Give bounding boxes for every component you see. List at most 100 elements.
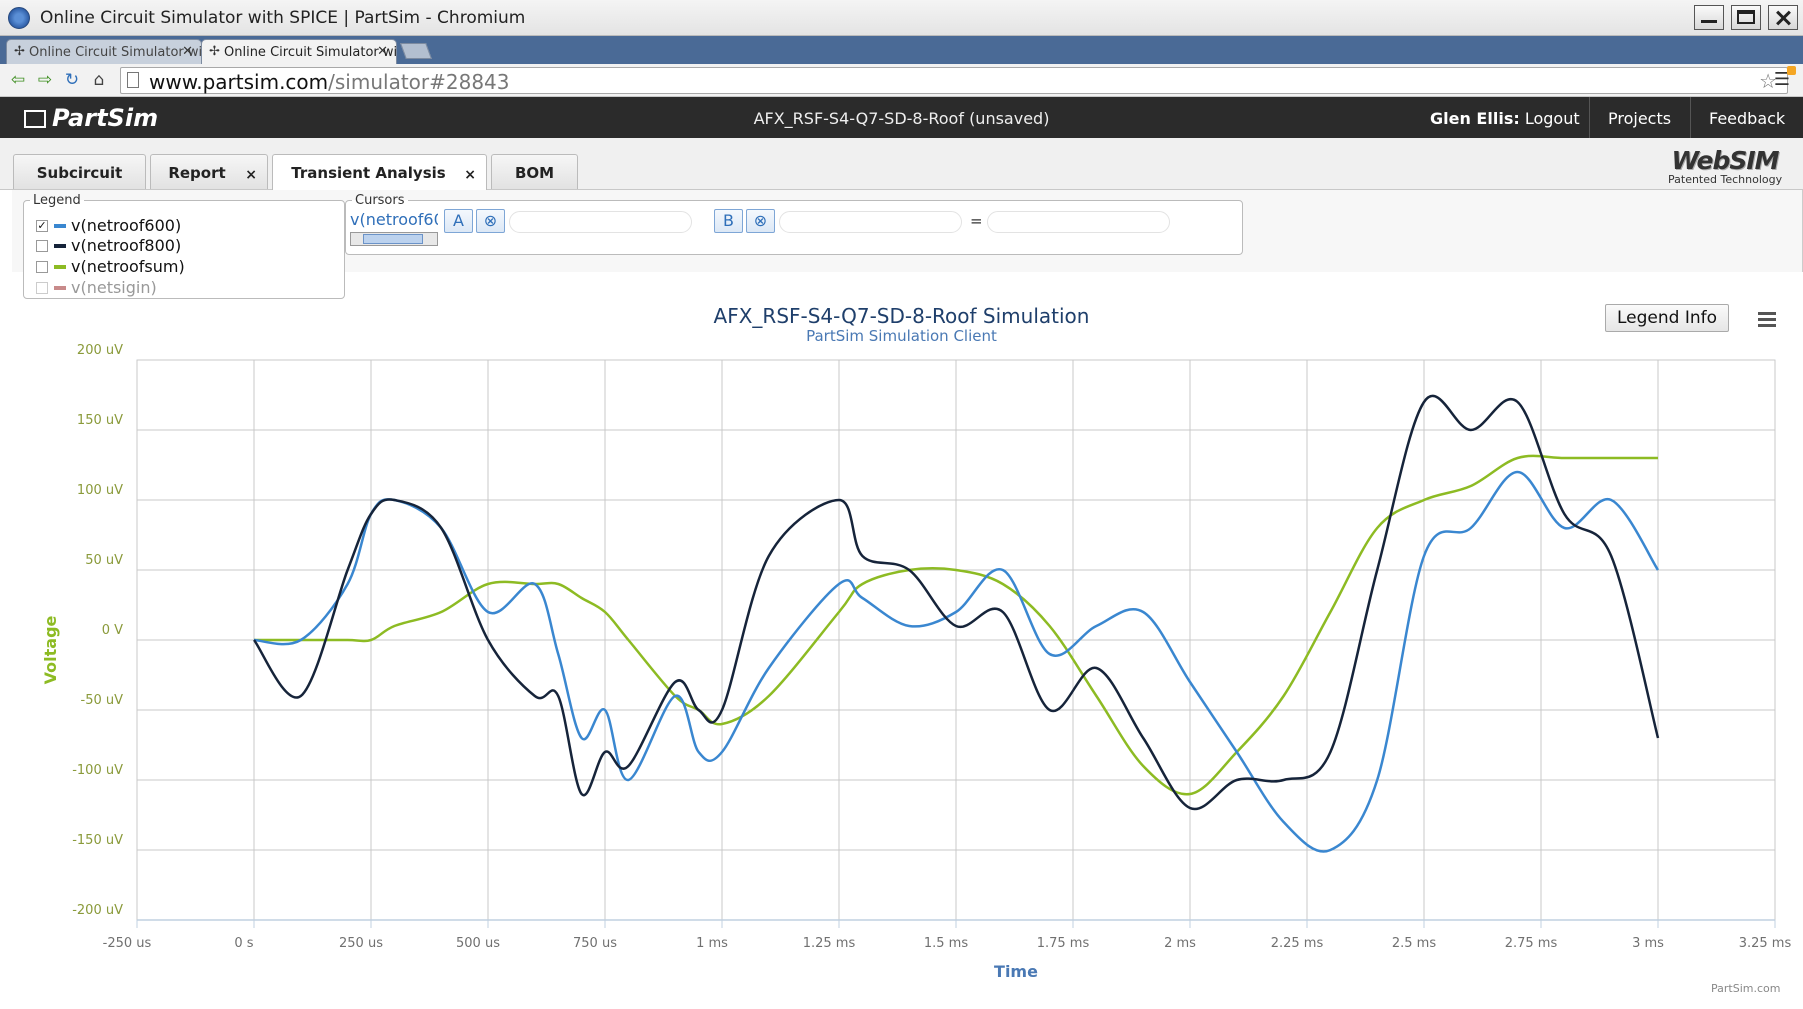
y-tick-label: -150 uV xyxy=(72,833,123,848)
clear-cursor-b-icon[interactable]: ⊗ xyxy=(746,209,775,233)
y-tick-label: 200 uV xyxy=(77,343,123,358)
address-bar[interactable]: www.partsim.com/simulator#28843 ☆ xyxy=(120,67,1788,94)
data-point xyxy=(1330,850,1331,851)
tab-label: Report xyxy=(168,164,226,182)
data-point xyxy=(722,710,723,711)
data-point xyxy=(839,500,840,501)
page-icon xyxy=(127,72,139,88)
address-url: www.partsim.com/simulator#28843 xyxy=(149,70,510,94)
tab-transient-analysis[interactable]: Transient Analysis × xyxy=(272,154,487,190)
data-point xyxy=(394,626,395,627)
legend-panel: Legend ✓ v(netroof600) v(netroof800) v(n… xyxy=(23,193,345,299)
app-header: PartSim AFX_RSF-S4-Q7-SD-8-Roof (unsaved… xyxy=(0,97,1803,138)
close-tab-icon[interactable]: × xyxy=(464,167,476,183)
cursors-panel-title: Cursors xyxy=(355,193,405,208)
partsim-favicon-icon: ✢ xyxy=(209,44,220,59)
data-point xyxy=(1564,528,1565,529)
cursor-a-button[interactable]: A xyxy=(444,209,473,233)
legend-checkbox[interactable]: ✓ xyxy=(36,219,48,232)
x-tick-label: 250 us xyxy=(339,936,383,951)
data-point xyxy=(1517,458,1518,459)
x-tick-label: 3.25 ms xyxy=(1739,936,1792,951)
legend-info-button[interactable]: Legend Info xyxy=(1605,304,1729,332)
maximize-button[interactable] xyxy=(1731,5,1761,30)
data-point xyxy=(1096,696,1097,697)
data-point xyxy=(1470,486,1471,487)
data-point xyxy=(1424,556,1425,557)
legend-checkbox[interactable] xyxy=(36,261,48,273)
data-point xyxy=(371,514,372,515)
home-icon[interactable]: ⌂ xyxy=(93,70,105,90)
data-point xyxy=(1143,738,1144,739)
legend-checkbox[interactable] xyxy=(36,240,48,252)
cursor-trace-select[interactable]: v(netroof600) xyxy=(350,210,438,229)
data-point xyxy=(1190,682,1191,683)
legend-item-label: v(netsigin) xyxy=(71,278,157,297)
feedback-link[interactable]: Feedback xyxy=(1690,97,1803,138)
reload-icon[interactable]: ↻ xyxy=(64,70,80,90)
browser-tab-1[interactable]: ✢ Online Circuit Simulator with SPICE | … xyxy=(6,39,202,64)
forward-arrow-icon[interactable]: ⇨ xyxy=(37,70,53,90)
projects-link[interactable]: Projects xyxy=(1589,97,1689,138)
data-point xyxy=(1002,612,1003,613)
data-point xyxy=(1517,472,1518,473)
data-point xyxy=(956,570,957,571)
close-tab-icon[interactable]: × xyxy=(245,167,257,183)
cursors-panel: Cursors v(netroof600) A ⊗ B ⊗ = xyxy=(345,193,1243,255)
update-badge xyxy=(1787,66,1796,75)
browser-menu-icon[interactable]: ☰ xyxy=(1769,66,1796,92)
browser-tab-strip: ✢ Online Circuit Simulator with SPICE | … xyxy=(0,36,1803,64)
data-point xyxy=(254,640,255,641)
browser-tab-label: Online Circuit Simulator with SPICE | Pa… xyxy=(224,45,397,60)
data-point xyxy=(581,598,582,599)
data-point xyxy=(1283,696,1284,697)
data-point xyxy=(768,556,769,557)
legend-item-label: v(netroof800) xyxy=(71,236,182,255)
data-point xyxy=(956,612,957,613)
tab-subcircuit[interactable]: Subcircuit xyxy=(13,154,146,189)
chart-subtitle: PartSim Simulation Client xyxy=(806,327,997,345)
legend-swatch xyxy=(54,224,66,228)
data-point xyxy=(300,640,301,641)
data-point xyxy=(1470,430,1471,431)
data-point xyxy=(768,696,769,697)
x-tick-label: 500 us xyxy=(456,936,500,951)
cursor-trace-scrollbar[interactable] xyxy=(350,232,438,246)
logout-link[interactable]: Logout xyxy=(1524,109,1580,128)
data-point xyxy=(488,612,489,613)
data-point xyxy=(558,584,559,585)
analysis-controls: Legend ✓ v(netroof600) v(netroof800) v(n… xyxy=(12,190,1803,299)
browser-toolbar: ⇦ ⇨ ↻ ⌂ www.partsim.com/simulator#28843 … xyxy=(0,64,1803,97)
back-arrow-icon[interactable]: ⇦ xyxy=(10,70,26,90)
x-tick-label: 2.75 ms xyxy=(1505,936,1558,951)
window-title: Online Circuit Simulator with SPICE | Pa… xyxy=(40,8,526,28)
data-point xyxy=(722,724,723,725)
data-point xyxy=(956,626,957,627)
browser-tab-2[interactable]: ✢ Online Circuit Simulator with SPICE | … xyxy=(201,39,397,64)
data-point xyxy=(1564,514,1565,515)
tab-report[interactable]: Report × xyxy=(150,154,268,189)
close-window-button[interactable] xyxy=(1768,5,1798,30)
data-point xyxy=(347,570,348,571)
data-point xyxy=(1658,570,1659,571)
x-tick-label: 1.25 ms xyxy=(803,936,856,951)
cursor-b-button[interactable]: B xyxy=(714,209,743,233)
clear-cursor-a-icon[interactable]: ⊗ xyxy=(476,209,505,233)
minimize-button[interactable] xyxy=(1694,5,1724,30)
tab-bom[interactable]: BOM xyxy=(491,154,578,189)
close-tab-icon[interactable]: ✕ xyxy=(377,44,388,59)
data-point xyxy=(628,766,629,767)
y-tick-label: 150 uV xyxy=(77,413,123,428)
new-tab-button[interactable] xyxy=(400,43,432,59)
data-point xyxy=(675,696,676,697)
bookmark-star-icon[interactable]: ☆ xyxy=(1759,69,1777,93)
y-tick-label: 50 uV xyxy=(85,553,123,568)
data-point xyxy=(628,640,629,641)
scrollbar-thumb[interactable] xyxy=(363,234,423,244)
chart-plot-area[interactable]: 200 uV 150 uV 100 uV 50 uV 0 V -50 uV -100 uV -… xyxy=(0,282,1803,1009)
y-tick-label: 100 uV xyxy=(77,483,123,498)
chart-menu-icon[interactable] xyxy=(1750,304,1784,334)
data-point xyxy=(1330,612,1331,613)
close-tab-icon[interactable]: ✕ xyxy=(182,44,193,59)
partsim-logo[interactable]: PartSim xyxy=(24,104,158,132)
